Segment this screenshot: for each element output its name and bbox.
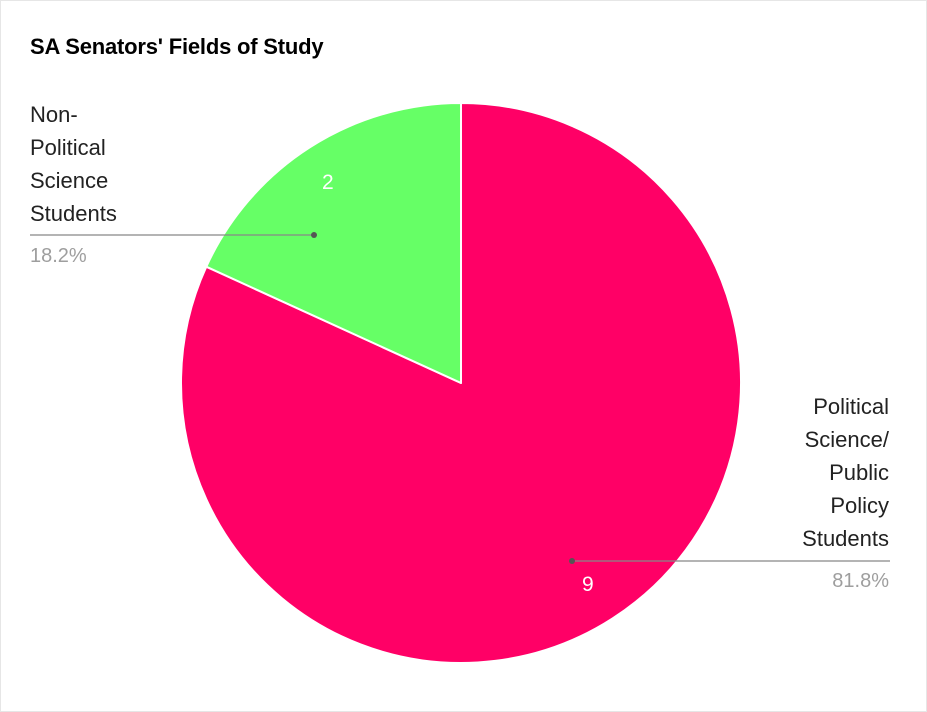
slice-label-line: Public	[829, 460, 889, 485]
slice-label-line: Students	[802, 526, 889, 551]
slice-percent-political-science: 81.8%	[832, 570, 889, 592]
slice-label-line: Policy	[830, 493, 889, 518]
slice-label-line: Non-	[30, 102, 78, 127]
slice-label-line: Science/	[804, 427, 889, 452]
callout-lines	[30, 232, 890, 564]
slice-label-political-science: Political Science/ Public Policy Student…	[729, 390, 889, 555]
chart-title: SA Senators' Fields of Study	[30, 34, 324, 59]
slice-label-line: Political	[30, 135, 106, 160]
pie-slice-1	[205, 102, 462, 384]
slice-percent-non-political-science: 18.2%	[30, 245, 87, 267]
slice-label-line: Political	[813, 394, 889, 419]
slice-value-non-political-science: 2	[322, 171, 334, 194]
callout-line-non-political-science-dot	[311, 232, 317, 238]
slice-value-political-science: 9	[582, 573, 594, 596]
slice-label-non-political-science: Non- Political Science Students	[30, 98, 160, 230]
callout-line-political-science-dot	[569, 558, 575, 564]
slice-label-line: Science	[30, 168, 109, 193]
slice-label-line: Students	[30, 201, 117, 226]
pie-slices	[180, 102, 742, 664]
